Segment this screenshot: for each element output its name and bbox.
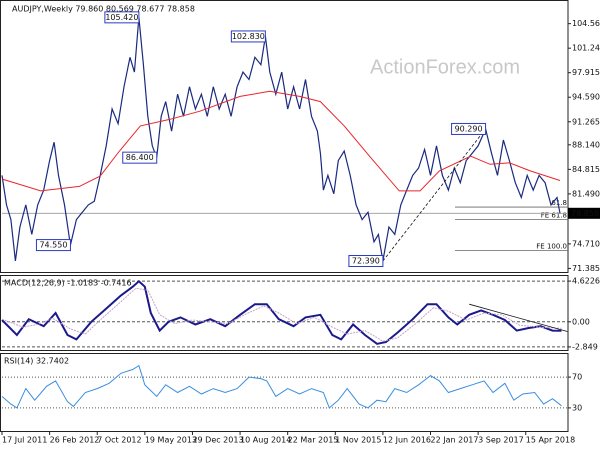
annotation-box bbox=[35, 239, 71, 252]
annotation: 74.550 bbox=[35, 239, 71, 252]
y-tick-label: 97.915 bbox=[572, 68, 600, 77]
trendline bbox=[382, 128, 486, 262]
annotation: 72.390 bbox=[348, 255, 384, 268]
y-tick-label: 70 bbox=[572, 373, 582, 382]
x-tick-label: 1 Nov 2015 bbox=[335, 436, 381, 445]
x-tick-label: 3 Sep 2017 bbox=[478, 436, 524, 445]
series-line bbox=[1, 279, 562, 345]
annotation-label: 90.290 bbox=[455, 124, 483, 133]
trendline bbox=[469, 303, 568, 332]
last-price-label: 78.858 bbox=[571, 209, 599, 218]
rsi-panel bbox=[0, 353, 569, 432]
x-tick-label: 7 Oct 2012 bbox=[97, 436, 141, 445]
annotation-box bbox=[122, 151, 158, 164]
annotation: 105.420 bbox=[104, 11, 140, 24]
x-tick-label: 22 Mar 2015 bbox=[288, 436, 339, 445]
annotation-box bbox=[230, 30, 266, 43]
annotation: 90.290 bbox=[451, 122, 487, 135]
annotation-box bbox=[348, 255, 384, 268]
x-tick-label: 22 Jan 2017 bbox=[431, 436, 479, 445]
y-tick-label: 4.6226 bbox=[572, 277, 600, 286]
chart-title: AUDJPY,Weekly 79.860 80.569 78.677 78.85… bbox=[12, 5, 195, 14]
y-tick-label: 0.00 bbox=[572, 317, 590, 326]
annotation: 102.830 bbox=[230, 30, 266, 43]
x-tick-label: 19 May 2013 bbox=[145, 436, 197, 445]
fib-label: 61.8 bbox=[551, 199, 567, 207]
fib-label: FE 100.0 bbox=[536, 243, 567, 251]
x-tick-label: 10 Aug 2014 bbox=[240, 436, 291, 445]
x-tick-label: 17 Jul 2011 bbox=[2, 436, 47, 445]
annotation-box bbox=[104, 11, 140, 24]
annotation-label: 86.400 bbox=[126, 153, 154, 162]
y-tick-label: -2.849 bbox=[572, 342, 598, 351]
fib-label: FE 61.8 bbox=[541, 212, 567, 220]
y-tick-label: 88.140 bbox=[572, 140, 600, 149]
macd-panel bbox=[0, 275, 569, 351]
y-tick-label: 84.815 bbox=[572, 165, 600, 174]
x-tick-label: 29 Dec 2013 bbox=[192, 436, 243, 445]
y-tick-label: 81.490 bbox=[572, 189, 600, 198]
watermark: ActionForex.com bbox=[370, 56, 520, 78]
macd-title: MACD(12,26,9) -1.0183 -0.7416 bbox=[4, 279, 132, 288]
rsi-title: RSI(14) 32.7402 bbox=[4, 357, 69, 366]
annotation-box bbox=[451, 122, 487, 135]
y-tick-label: 71.385 bbox=[572, 264, 600, 273]
x-tick-label: 15 Apr 2018 bbox=[526, 436, 575, 445]
series-line bbox=[1, 287, 562, 342]
series-line bbox=[1, 90, 561, 192]
y-tick-label: 74.710 bbox=[572, 239, 600, 248]
series-line bbox=[1, 364, 562, 409]
annotation-label: 72.390 bbox=[352, 257, 380, 266]
annotation-label: 105.420 bbox=[105, 13, 138, 22]
y-tick-label: 30 bbox=[572, 403, 582, 412]
y-tick-label: 94.590 bbox=[572, 93, 600, 102]
y-tick-label: 104.565 bbox=[572, 19, 600, 28]
annotation-label: 102.830 bbox=[232, 32, 265, 41]
x-tick-label: 12 Jun 2016 bbox=[383, 436, 431, 445]
x-tick-label: 26 Feb 2012 bbox=[50, 436, 100, 445]
y-tick-label: 101.240 bbox=[572, 44, 600, 53]
annotation-label: 74.550 bbox=[39, 241, 67, 250]
last-price-box bbox=[568, 207, 600, 219]
y-tick-label: 91.265 bbox=[572, 117, 600, 126]
annotation: 86.400 bbox=[122, 151, 158, 164]
series-line bbox=[1, 17, 561, 262]
price-panel bbox=[0, 0, 569, 273]
